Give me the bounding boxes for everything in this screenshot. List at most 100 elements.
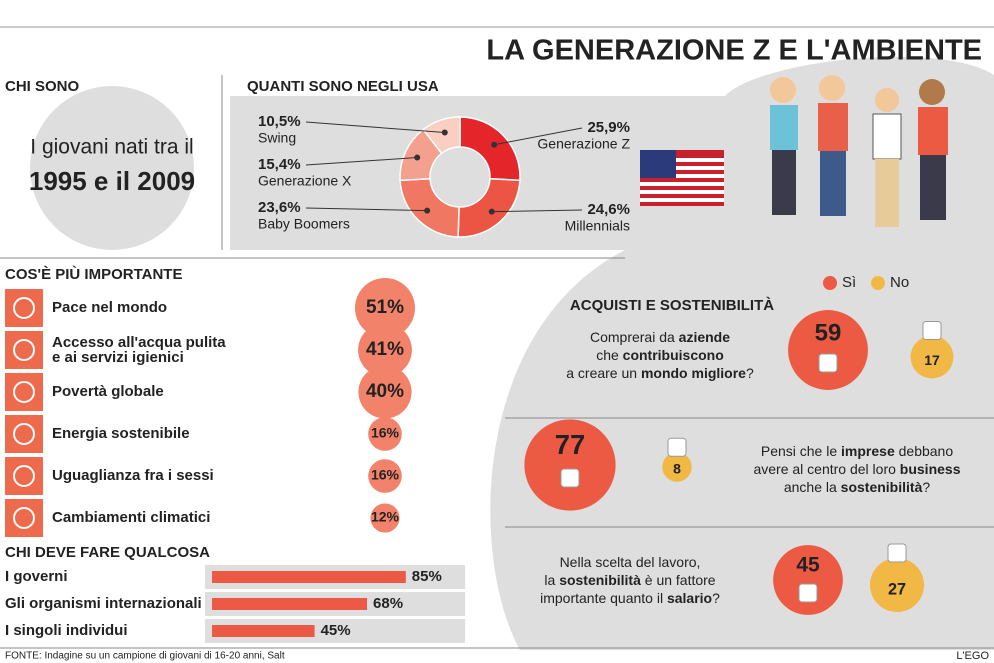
legend-label: Sì — [842, 274, 856, 291]
leader-line — [305, 207, 428, 212]
bar — [212, 625, 315, 637]
question-text: debbano — [895, 443, 954, 459]
category-label: Accesso all'acqua pulita e ai servizi igi… — [52, 334, 226, 366]
icon — [5, 415, 43, 453]
category-label: Povertà globale — [52, 383, 164, 400]
people-illustration — [770, 75, 948, 227]
icon — [5, 457, 43, 495]
value-label: 27 — [888, 581, 906, 599]
legend-swatch — [871, 276, 885, 290]
slice-name: Swing — [258, 130, 296, 146]
question-text: sostenibilità — [559, 572, 641, 588]
value-label: 77 — [555, 429, 585, 460]
who-circle — [30, 86, 194, 250]
flag — [640, 150, 724, 206]
value-label: 12% — [371, 509, 400, 525]
thumb-icon — [922, 321, 942, 341]
category-label: I governi — [5, 568, 68, 585]
question-line: che contribuiscono — [596, 347, 724, 363]
bar — [212, 571, 406, 583]
value-label: 45 — [796, 554, 820, 577]
category-label: Cambiamenti climatici — [52, 509, 210, 526]
thumb-icon — [667, 437, 687, 457]
section-title: ACQUISTI E SOSTENIBILITÀ — [570, 297, 774, 314]
source: FONTE: Indagine su un campione di giovan… — [5, 651, 285, 662]
question-text: contribuiscono — [623, 347, 724, 363]
leader-dot — [491, 141, 498, 148]
bubble — [368, 417, 402, 451]
section-title: CHI SONO — [5, 78, 80, 95]
bubble — [370, 503, 400, 533]
section-title: COS'È PIÙ IMPORTANTE — [5, 265, 182, 283]
value-label: 25,9% — [587, 119, 630, 136]
brand: L'EGO — [956, 650, 989, 662]
icon-glyph — [13, 423, 35, 445]
leader-line — [305, 121, 445, 134]
question-text: avere al centro del loro — [753, 461, 899, 477]
question-line: Comprerai da aziende — [590, 329, 730, 345]
category-label: Energia sostenibile — [52, 425, 190, 442]
category-label: Pace nel mondo — [52, 299, 167, 316]
question-line: importante quanto il salario? — [540, 590, 720, 606]
icon-glyph — [13, 339, 35, 361]
question-line: avere al centro del loro business — [753, 461, 960, 477]
question-text: business — [900, 461, 961, 477]
question-line: a creare un mondo migliore? — [566, 365, 754, 381]
value-label: 17 — [924, 352, 940, 368]
question-text: anche la — [784, 479, 841, 495]
title: LA GENERAZIONE Z E L'AMBIENTE — [486, 35, 982, 67]
question-text: che — [596, 347, 622, 363]
question-line: Pensi che le imprese debbano — [761, 443, 953, 459]
bubble — [869, 557, 925, 613]
icon-glyph — [13, 381, 35, 403]
question-line: Nella scelta del lavoro, — [560, 554, 701, 570]
bubble — [358, 323, 412, 377]
value-label: 8 — [673, 461, 681, 477]
section-title: CHI DEVE FARE QUALCOSA — [5, 544, 210, 561]
icon-glyph — [13, 297, 35, 319]
value-label: 45% — [321, 622, 351, 639]
category-label: Uguaglianza fra i sessi — [52, 467, 214, 484]
thumb-icon — [798, 583, 818, 603]
value-label: 16% — [371, 425, 400, 441]
question-text: ? — [746, 365, 754, 381]
section-title: QUANTI SONO NEGLI USA — [247, 78, 439, 95]
thumb-icon — [560, 468, 580, 488]
question-text: mondo migliore — [641, 365, 746, 381]
leader-line — [494, 127, 583, 146]
bar — [212, 598, 368, 610]
value-label: 23,6% — [258, 199, 301, 216]
leader-line — [305, 157, 418, 166]
bubble — [355, 278, 415, 338]
slice-name: Generazione X — [258, 173, 352, 189]
question-text: la — [544, 572, 559, 588]
question-text: è un fattore — [641, 572, 716, 588]
leader-line — [491, 209, 583, 213]
question-line: anche la sostenibilità? — [784, 479, 931, 495]
value-label: 16% — [371, 467, 400, 483]
question-text: sostenibilità — [841, 479, 923, 495]
leader-dot — [488, 208, 495, 215]
value-label: 59 — [815, 319, 842, 346]
value-label: 68% — [373, 595, 403, 612]
question-text: a creare un — [566, 365, 641, 381]
legend-label: No — [890, 274, 909, 291]
pie-slice — [422, 116, 461, 155]
slice-name: Millennials — [565, 218, 630, 234]
question-text: salario — [667, 590, 712, 606]
bubble — [910, 335, 954, 379]
bubble — [662, 452, 692, 482]
question-text: importante quanto il — [540, 590, 667, 606]
value-label: 40% — [366, 381, 404, 402]
icon — [5, 373, 43, 411]
who-years: 1995 e il 2009 — [29, 166, 195, 196]
leader-dot — [441, 129, 448, 136]
value-label: 41% — [366, 339, 404, 360]
icon — [5, 499, 43, 537]
bubble — [368, 459, 402, 493]
value-label: 10,5% — [258, 113, 301, 130]
icon-glyph — [13, 465, 35, 487]
value-label: 51% — [366, 297, 404, 318]
who-text: I giovani nati tra il — [30, 136, 193, 159]
